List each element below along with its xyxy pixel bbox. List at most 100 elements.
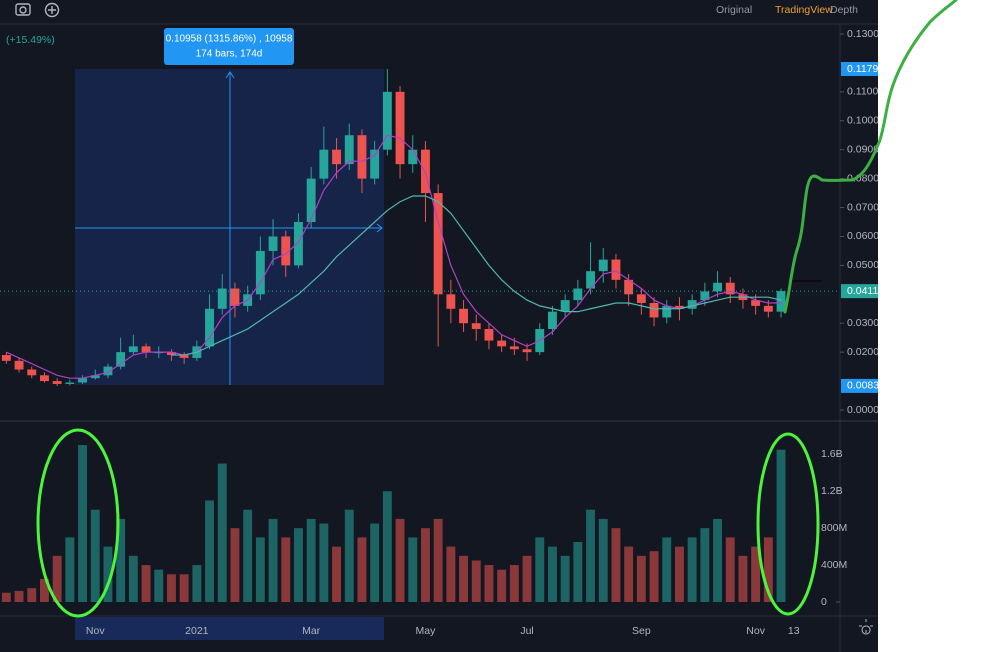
volume-bar [40,578,49,602]
volume-bar [306,518,316,602]
candle-body [484,329,494,341]
candle-body [78,378,87,383]
settings-icon[interactable] [859,619,873,635]
x-tick-label: 2021 [185,625,209,637]
candle-body [675,305,684,309]
volume-bar [751,546,761,602]
volume-bar [167,574,176,602]
volume-bar [662,537,672,602]
candle-body [421,149,430,194]
candle-body [332,149,341,165]
measure-crosshair [75,71,383,385]
camera-lens [19,6,27,14]
candle-body [522,349,532,353]
y-tick-label: 0.06000 [847,230,885,242]
volume-bar [446,546,456,602]
price-label-box [841,378,878,393]
candle-body [497,340,507,347]
candle-body [662,305,672,318]
drawn-projection [783,0,958,314]
volume-bar [332,546,341,602]
candle-body [382,91,392,150]
volume-bar [497,569,507,602]
candle-body [27,369,37,376]
volume-bar [433,518,443,602]
volume-bar [636,555,646,602]
camera-icon[interactable] [15,3,31,16]
candle-body [725,282,735,295]
price-label: 0.04115 [847,285,884,297]
volume-bar [294,528,303,602]
volume-bar [598,518,608,602]
volume-bar [509,565,519,602]
x-tick-label: Nov [746,625,765,637]
candle-body [357,135,367,179]
volume-bar [548,546,557,602]
candle-body [586,271,595,289]
volume-bar [471,560,481,602]
candle-body [179,355,189,358]
candle-body [776,291,786,312]
volume-bar [90,509,100,602]
add-icon[interactable] [44,2,60,18]
x-tick-label: Mar [302,625,321,637]
candle-body [205,308,214,347]
candle-body [560,300,570,312]
candle-body [598,259,608,272]
candle-body [471,323,481,330]
candle-body [344,135,354,165]
candle-body [649,302,659,318]
y-tick-label: 0.03000 [847,317,885,329]
volume-bar [535,537,545,602]
candle-body [217,288,227,309]
candle-body [433,193,443,295]
volume-tick-label: 800M [821,522,847,534]
volume-bar [560,555,570,602]
volume-bar [192,565,202,602]
volume-bar [319,523,329,602]
candle-body [268,236,278,251]
price-label: 0.00833 [847,380,885,392]
y-tick-label: 0.08000 [847,172,885,184]
x-tick-label: May [416,625,437,637]
volume-bar [713,518,722,602]
candle-body [306,178,316,222]
x-tick-label: Jul [520,625,533,637]
candle-body [763,305,773,312]
volume-bar [700,528,710,602]
candle-body [294,222,303,266]
view-tab[interactable]: Original [716,4,752,16]
volume-bar [395,518,405,602]
volume-tick-label: 0 [821,596,827,608]
y-tick-label: 0.07000 [847,201,885,213]
volume-bar [624,546,634,602]
view-tab[interactable]: TradingView [775,4,833,16]
volume-bar [281,537,291,602]
y-tick-label: 0.11000 [847,86,884,98]
candle-body [14,360,24,370]
measure-detail: 174 bars, 174d [196,49,263,60]
candle-body [255,250,265,295]
volume-bar [382,491,392,602]
view-tab[interactable]: Depth [830,4,858,16]
y-tick-label: 0.10000 [847,115,885,127]
candle-body [128,346,138,353]
volume-bar [255,537,265,602]
price-label-box [841,284,878,299]
volume-bar [205,500,214,602]
volume-bar [154,569,164,602]
toolbar-icons[interactable] [15,2,60,18]
volume-bar [128,555,138,602]
moving-average [171,195,782,356]
volume-bar [522,555,532,602]
volume-bar [230,528,240,602]
candle-body [40,375,49,382]
plot: 0.00000 0.02000 0.03000 0.05000 0.06000 0.070… [0,28,885,637]
candle-body [116,352,126,367]
volume-bar [14,590,24,602]
candle-body [624,279,634,295]
volume-bar [141,565,151,602]
candle-body [1,355,11,361]
volume-bar [611,528,621,602]
